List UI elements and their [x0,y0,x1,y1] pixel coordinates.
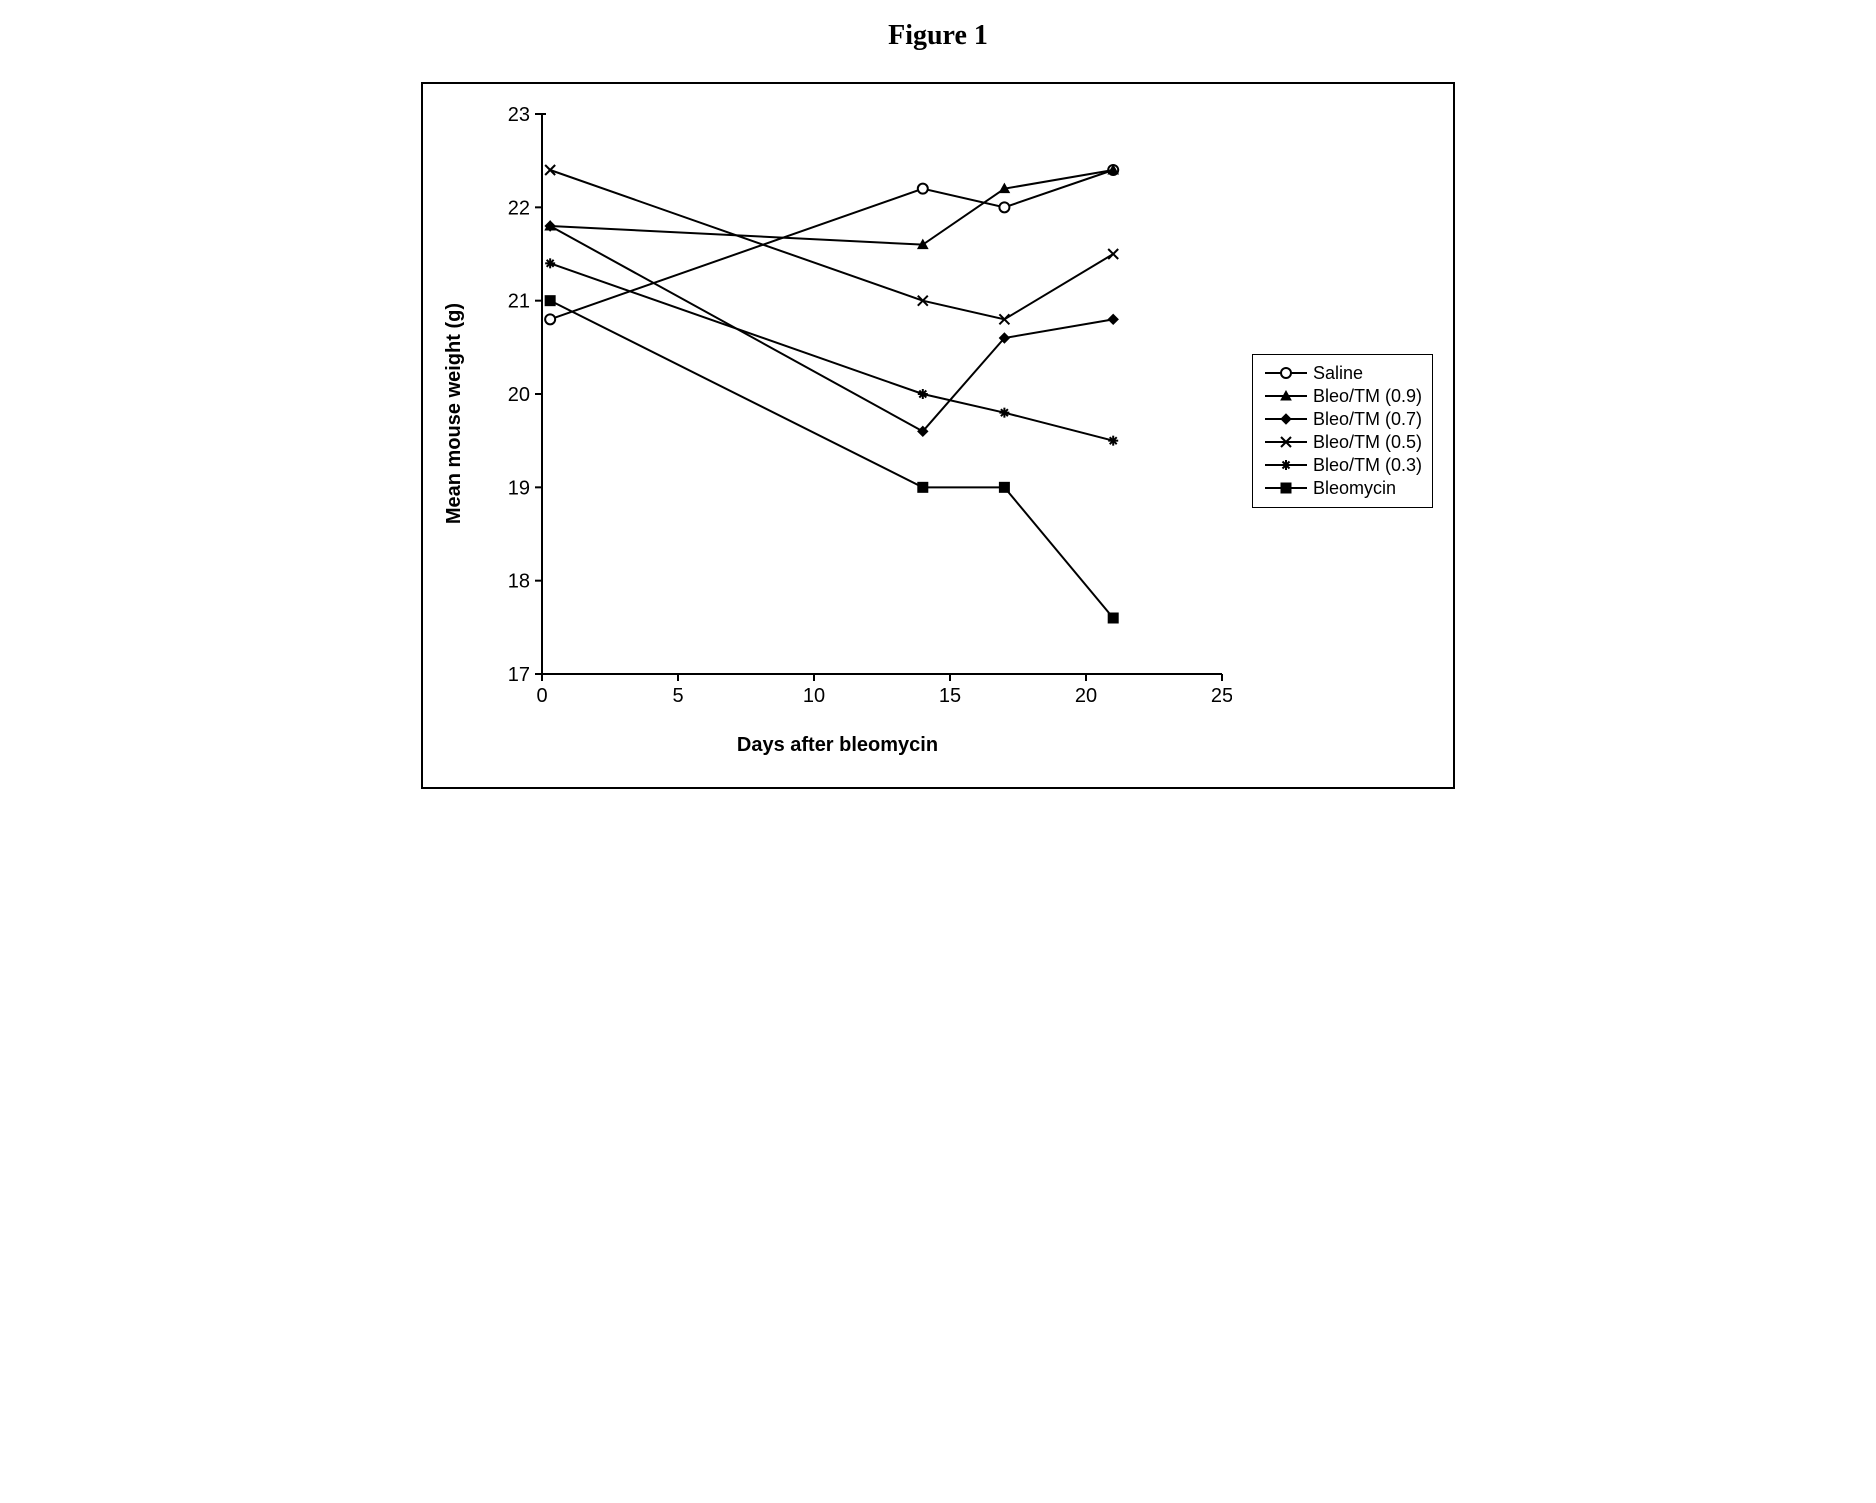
series-bleo-tm-0-3- [545,258,1118,445]
svg-text:5: 5 [672,685,683,707]
svg-text:25: 25 [1211,685,1232,707]
chart-container: Mean mouse weight (g) 17 18 19 20 21 22 23 0 5 10… [421,82,1455,789]
series-saline [545,165,1118,324]
plot-area: 17 18 19 20 21 22 23 0 5 10 15 20 25 [472,104,1232,724]
legend-label: Bleo/TM (0.9) [1313,386,1422,407]
legend-marker-icon [1263,455,1309,475]
legend-marker-icon [1263,409,1309,429]
svg-text:21: 21 [508,291,530,313]
legend-label: Saline [1313,363,1363,384]
series-bleo-tm-0-5- [545,165,1118,324]
legend-item: Saline [1263,363,1422,384]
svg-text:22: 22 [508,197,530,219]
legend-marker-icon [1263,478,1309,498]
svg-text:20: 20 [508,384,530,406]
legend-marker-icon [1263,432,1309,452]
svg-text:0: 0 [536,685,547,707]
svg-text:15: 15 [939,685,961,707]
y-axis-label: Mean mouse weight (g) [443,303,466,524]
svg-text:18: 18 [508,571,530,593]
legend: SalineBleo/TM (0.9)Bleo/TM (0.7)Bleo/TM … [1252,354,1433,508]
svg-text:17: 17 [508,664,530,686]
legend-marker-icon [1263,363,1309,383]
svg-text:20: 20 [1075,685,1097,707]
svg-text:10: 10 [803,685,825,707]
legend-item: Bleo/TM (0.7) [1263,409,1422,430]
legend-label: Bleo/TM (0.3) [1313,455,1422,476]
legend-item: Bleo/TM (0.3) [1263,455,1422,476]
legend-item: Bleo/TM (0.9) [1263,386,1422,407]
svg-text:19: 19 [508,477,530,499]
series-bleo-tm-0-9- [545,165,1118,249]
svg-text:23: 23 [508,104,530,126]
series-bleomycin [545,296,1118,623]
legend-label: Bleomycin [1313,478,1396,499]
legend-item: Bleo/TM (0.5) [1263,432,1422,453]
legend-item: Bleomycin [1263,478,1422,499]
series-bleo-tm-0-7- [545,221,1118,436]
legend-label: Bleo/TM (0.7) [1313,409,1422,430]
legend-label: Bleo/TM (0.5) [1313,432,1422,453]
legend-marker-icon [1263,386,1309,406]
x-axis-label: Days after bleomycin [737,734,938,757]
chart-box: Mean mouse weight (g) 17 18 19 20 21 22 23 0 5 10… [443,104,1232,757]
figure-title: Figure 1 [20,20,1856,52]
